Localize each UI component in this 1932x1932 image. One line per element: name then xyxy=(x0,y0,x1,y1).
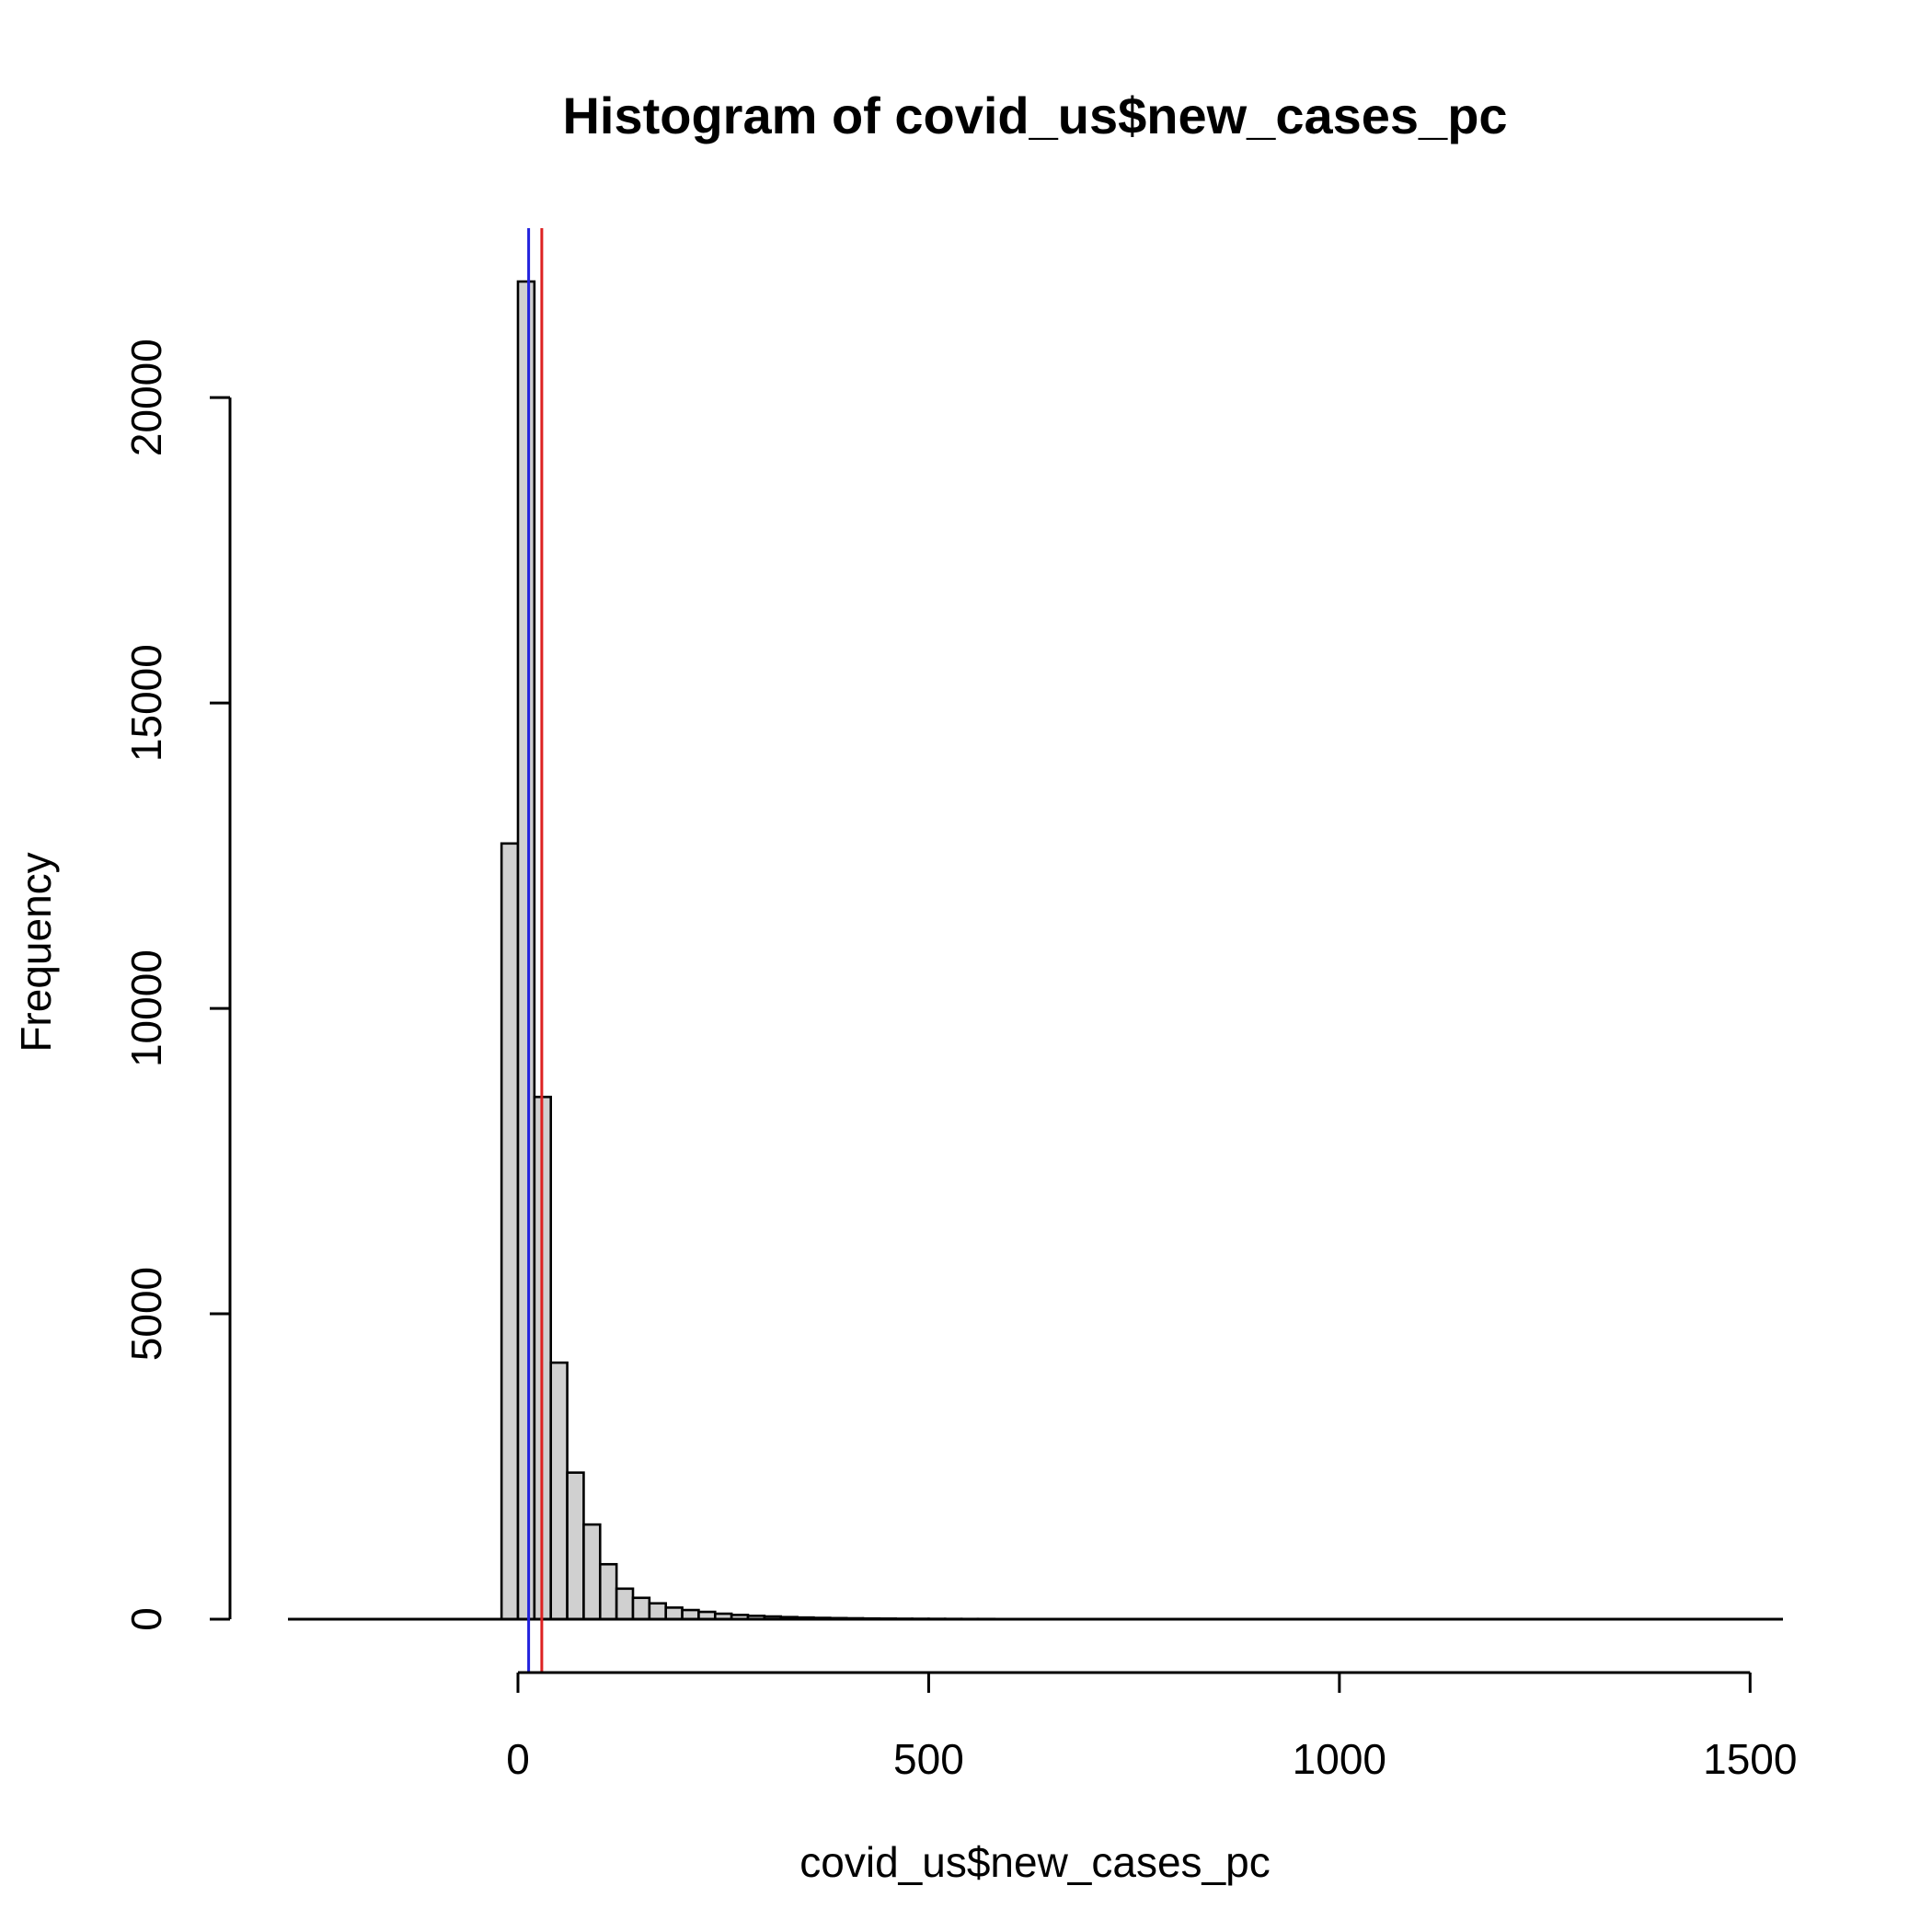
histogram-bar xyxy=(582,1523,602,1621)
histogram-bar xyxy=(664,1606,684,1621)
bars-group xyxy=(500,280,1160,1621)
y-tick-label: 20000 xyxy=(122,339,170,456)
histogram-bar xyxy=(648,1602,668,1621)
y-axis-label: Frequency xyxy=(12,852,60,1052)
histogram-bar xyxy=(549,1361,569,1621)
histogram-bar xyxy=(566,1471,585,1621)
histogram-bar xyxy=(631,1596,651,1621)
histogram-bar xyxy=(598,1562,618,1621)
y-tick-label: 10000 xyxy=(122,949,170,1067)
x-axis: 0 500 1000 1500 xyxy=(506,1671,1797,1783)
histogram-bar xyxy=(615,1587,635,1621)
x-tick-label: 1500 xyxy=(1703,1735,1797,1783)
x-axis-label: covid_us$new_cases_pc xyxy=(799,1838,1270,1886)
x-tick-label: 500 xyxy=(893,1735,964,1783)
y-tick-label: 0 xyxy=(122,1607,170,1631)
x-tick-label: 1000 xyxy=(1293,1735,1386,1783)
x-tick-label: 0 xyxy=(506,1735,530,1783)
histogram-bar xyxy=(500,842,520,1621)
reference-lines xyxy=(527,228,544,1673)
chart-title: Histogram of covid_us$new_cases_pc xyxy=(562,86,1507,144)
histogram-bar xyxy=(516,280,536,1621)
y-tick-label: 5000 xyxy=(122,1267,170,1361)
y-tick-label: 15000 xyxy=(122,644,170,762)
y-axis: 0 5000 10000 15000 20000 xyxy=(122,339,232,1631)
